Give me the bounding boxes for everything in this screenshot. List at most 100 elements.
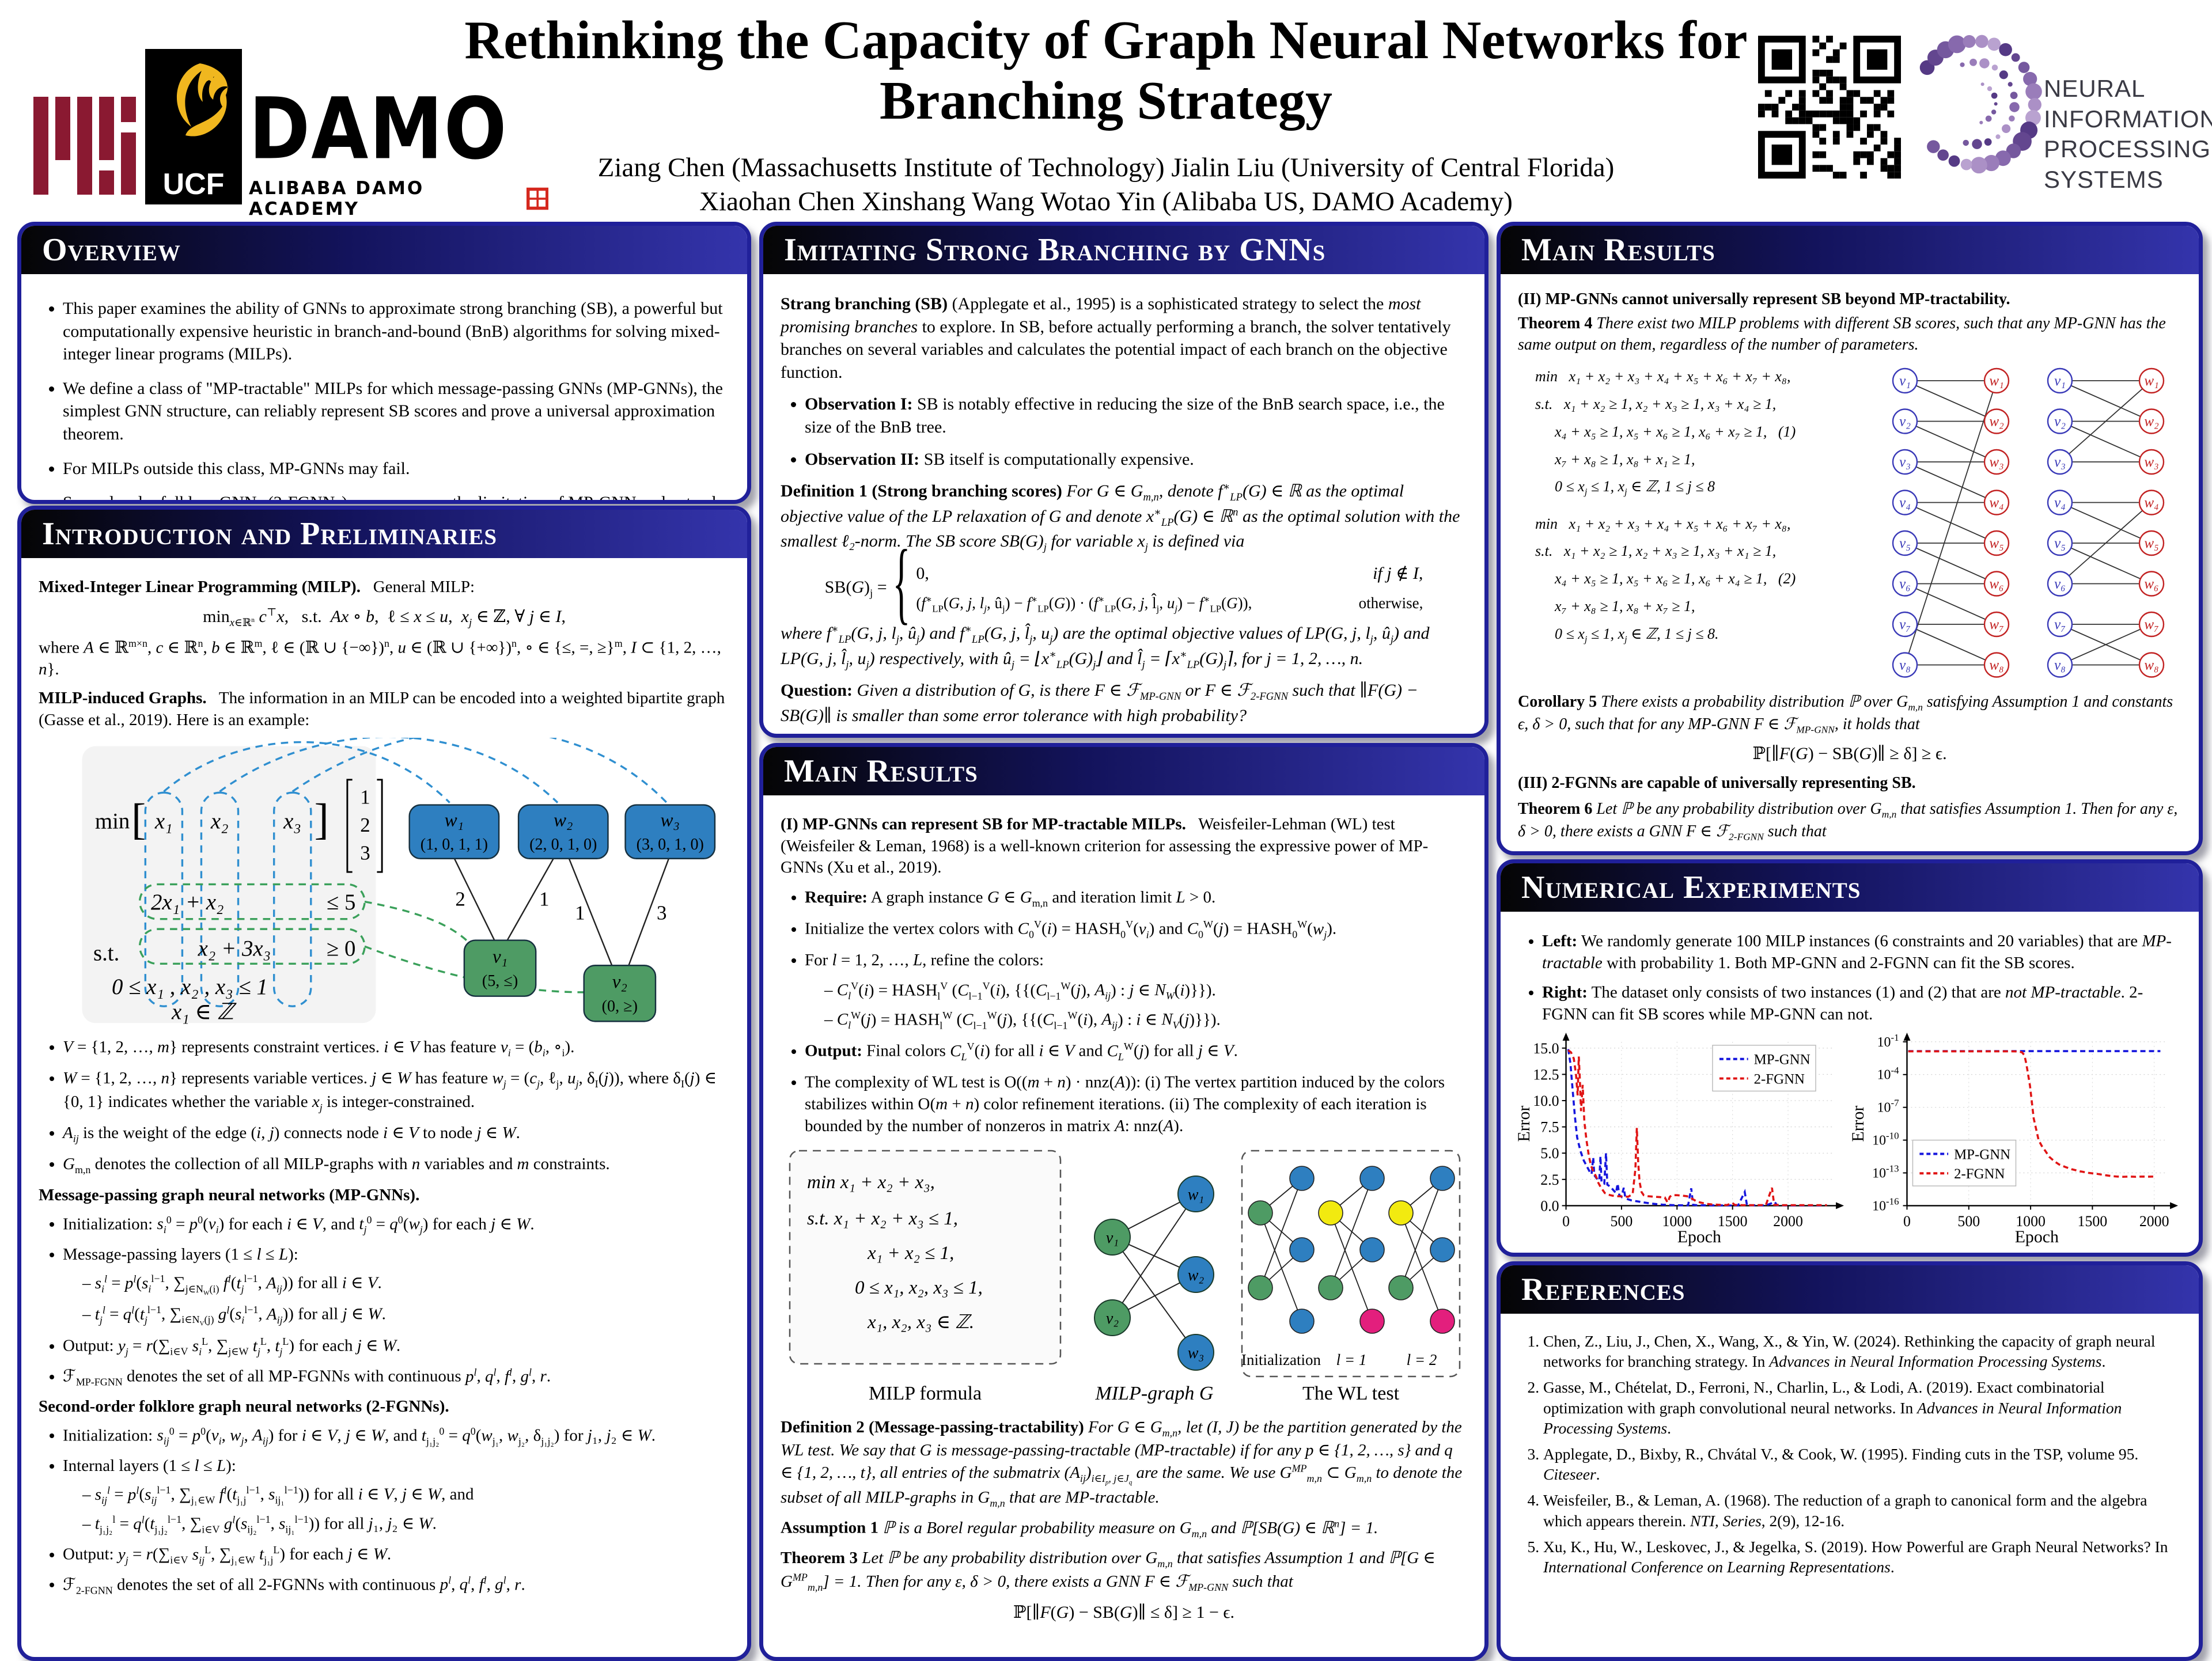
svg-text:(2, 0, 1, 0): (2, 0, 1, 0)	[529, 836, 597, 854]
svg-text:w₂: w₂	[1188, 1266, 1205, 1284]
svg-text:(0, ≥): (0, ≥)	[602, 998, 638, 1015]
poster-header: UCF DAMO ALIBABA DAMO ACADEMY Rethinking…	[0, 0, 2212, 219]
svg-text:2: 2	[455, 888, 465, 911]
svg-text:1: 1	[360, 786, 370, 809]
notation-bullet: Aij is the weight of the edge (i, j) con…	[63, 1122, 730, 1146]
svg-text:w₆: w₆	[2144, 577, 2158, 592]
damo-logo: DAMO ALIBABA DAMO ACADEMY	[249, 80, 548, 219]
fgnn-sub: tj₁j₂l = ql(tj₁j₂l−1, ∑i∈V gl(sij₂l−1, s…	[82, 1513, 730, 1537]
svg-text:]: ]	[315, 795, 329, 844]
sb-score-cases-equation: SB(G)j = { 0, if j ∉ I, (f∗LP(G, j, lj, û…	[781, 530, 1467, 633]
mp-sub: sil = pl(sil−1, ∑j∈NW(i) fl(tjl−1, Aij))…	[82, 1272, 730, 1298]
svg-text:v₅: v₅	[1899, 536, 1911, 551]
svg-text:w₈: w₈	[1989, 658, 2003, 673]
svg-text:x₁: x₁	[154, 809, 173, 834]
svg-text:7.5: 7.5	[1540, 1119, 1559, 1136]
panel-numerical-title: Numerical Experiments	[1501, 863, 2199, 912]
overview-list: This paper examines the ability of GNNs …	[39, 297, 730, 500]
panel-imitating-title: Imitating Strong Branching by GNNs	[763, 226, 1484, 274]
svg-text:x₁, x₂, x₃ ∈ ℤ.: x₁, x₂, x₃ ∈ ℤ.	[867, 1312, 974, 1333]
svg-text:500: 500	[1611, 1213, 1633, 1230]
fgnn-list: Initialization: sij0 = p0(vi, wj, Aij) f…	[39, 1425, 730, 1477]
wl-bullet: The complexity of WL test is O((m + n) ·…	[805, 1072, 1467, 1137]
wl-bullet: Require: A graph instance G ∈ Gm,n and i…	[805, 887, 1467, 910]
svg-text:10-16: 10-16	[1872, 1196, 1899, 1213]
svg-text:2000: 2000	[1773, 1213, 1803, 1230]
milp-heading: Mixed-Integer Linear Programming (MILP).…	[39, 578, 475, 596]
svg-text:v₂: v₂	[2054, 414, 2066, 430]
observation-2: Observation II: SB itself is computation…	[805, 448, 1467, 471]
series-2-FGNN	[1908, 1050, 2154, 1178]
svg-text:w₂: w₂	[554, 810, 573, 831]
theorem4-equations: min x₁ + x₂ + x₃ + x₄ + x₅ + x₆ + x₇ + x…	[1518, 359, 1874, 687]
svg-text:(3, 0, 1, 0): (3, 0, 1, 0)	[637, 836, 704, 854]
svg-text:0: 0	[1903, 1213, 1911, 1230]
mp-bullet: Initialization: si0 = p0(vi) for each i …	[63, 1213, 730, 1237]
damo-subtext: ALIBABA DAMO ACADEMY	[249, 178, 425, 219]
svg-text:12.5: 12.5	[1533, 1066, 1559, 1083]
mp-bullet: Message-passing layers (1 ≤ l ≤ L):	[63, 1244, 730, 1266]
svg-text:2000: 2000	[2139, 1213, 2169, 1230]
mp-gnn-list2: Output: yj = r(∑i∈V siL, ∑j∈W tjL, tjL) …	[39, 1335, 730, 1389]
result-2-heading: (II) MP-GNNs cannot universally represen…	[1518, 290, 2010, 308]
panel-intro-title: Introduction and Preliminaries	[21, 510, 747, 558]
theorem-4: Theorem 4 There exist two MILP problems …	[1518, 314, 2166, 354]
reference-item: Chen, Z., Liu, J., Chen, X., Wang, X., &…	[1543, 1331, 2181, 1371]
fgnn-bullet: Output: yj = r(∑i∈V sijL, ∑j₁∈W tj₁jL) f…	[63, 1544, 730, 1567]
svg-text:v₇: v₇	[1899, 617, 1911, 632]
svg-text:w₇: w₇	[1989, 617, 2003, 632]
svg-text:w₇: w₇	[2144, 617, 2158, 632]
mit-logo	[33, 97, 136, 195]
svg-text:3: 3	[657, 902, 666, 924]
theorem-6-equation: ℙ[∥F(G) − SB(G)∥ ≤ δ] ≥ 1 − ϵ.	[1518, 850, 2181, 851]
authors-line2: Xiaohan Chen Xinshang Wang Wotao Yin (Al…	[699, 186, 1513, 217]
svg-text:w₅: w₅	[1989, 536, 2003, 551]
svg-text:v₆: v₆	[2054, 577, 2066, 592]
question: Question: Given a distribution of G, is …	[781, 681, 1418, 725]
svg-text:v₈: v₈	[1899, 658, 1911, 673]
panel-numerical: Numerical Experiments Left: We randomly …	[1497, 859, 2203, 1257]
neurips-line2: PROCESSING SYSTEMS	[2044, 135, 2211, 193]
references-list: Chen, Z., Liu, J., Chen, X., Wang, X., &…	[1518, 1331, 2181, 1577]
svg-text:2-FGNN: 2-FGNN	[1954, 1166, 2005, 1182]
svg-text:(1, 0, 1, 1): (1, 0, 1, 1)	[421, 836, 488, 854]
svg-text:w₂: w₂	[2144, 414, 2159, 430]
svg-text:MILP formula: MILP formula	[869, 1383, 982, 1404]
svg-text:15.0: 15.0	[1533, 1040, 1559, 1057]
panel-overview-title: Overview	[21, 226, 747, 274]
wl-sub: ClW(j) = HASHlW (Cl−1W(j), {{(Cl−1W(i), …	[824, 1009, 1467, 1033]
overview-bullet: This paper examines the ability of GNNs …	[63, 297, 730, 366]
reference-item: Weisfeiler, B., & Leman, A. (1968). The …	[1543, 1490, 2181, 1530]
svg-text:10-1: 10-1	[1877, 1032, 1899, 1050]
svg-text:v₅: v₅	[2054, 536, 2066, 551]
svg-text:0 ≤ x₁, x₂, x₃ ≤ 1,: 0 ≤ x₁, x₂, x₃ ≤ 1,	[855, 1277, 983, 1298]
milp-graphs-heading: MILP-induced Graphs. The information in …	[39, 688, 725, 729]
svg-text:s.t.: s.t.	[93, 941, 119, 966]
wl-sublist: ClV(i) = HASHlV (Cl−1V(i), {{(Cl−1W(j), …	[781, 980, 1467, 1033]
svg-text:Error: Error	[1852, 1106, 1868, 1142]
svg-text:[: [	[131, 795, 146, 844]
svg-text:MP-GNN: MP-GNN	[1754, 1052, 1810, 1068]
svg-text:s.t. x₁ + x₂ + x₃ ≤ 1,: s.t. x₁ + x₂ + x₃ ≤ 1,	[807, 1208, 958, 1229]
svg-text:v₂: v₂	[1899, 414, 1911, 430]
svg-text:v₁: v₁	[2054, 373, 2066, 389]
wl-bullet: For l = 1, 2, …, L, refine the colors:	[805, 950, 1467, 972]
svg-text:2x₁ + x₂: 2x₁ + x₂	[151, 890, 224, 915]
title-line2: Branching Strategy	[880, 71, 1332, 131]
neurips-swirl-icon	[1919, 35, 2042, 174]
sb-cases-lhs: SB(G)j =	[824, 578, 887, 600]
panel-references: References Chen, Z., Liu, J., Chen, X., …	[1497, 1261, 2203, 1661]
svg-text:v₄: v₄	[1899, 495, 1911, 511]
poster-title: Rethinking the Capacity of Graph Neural …	[0, 10, 2212, 132]
assumption-1: Assumption 1 ℙ is a Borel regular probab…	[781, 1517, 1378, 1539]
svg-text:0 ≤ x₁ , x₂ , x₃ ≤ 1: 0 ≤ x₁ , x₂ , x₃ ≤ 1	[112, 974, 268, 999]
fgnn-bullet: Initialization: sij0 = p0(vi, wj, Aij) f…	[63, 1425, 730, 1448]
series-2-FGNN	[1567, 1049, 1827, 1207]
svg-text:min x₁ + x₂ + x₃,: min x₁ + x₂ + x₃,	[807, 1172, 935, 1193]
svg-text:v₄: v₄	[2054, 495, 2066, 511]
svg-text:Error: Error	[1518, 1106, 1533, 1142]
svg-text:10-10: 10-10	[1872, 1131, 1899, 1148]
damo-seal-icon	[526, 187, 548, 210]
svg-text:x₂: x₂	[210, 809, 229, 834]
poster-authors: Ziang Chen (Massachusetts Institute of T…	[0, 151, 2212, 219]
